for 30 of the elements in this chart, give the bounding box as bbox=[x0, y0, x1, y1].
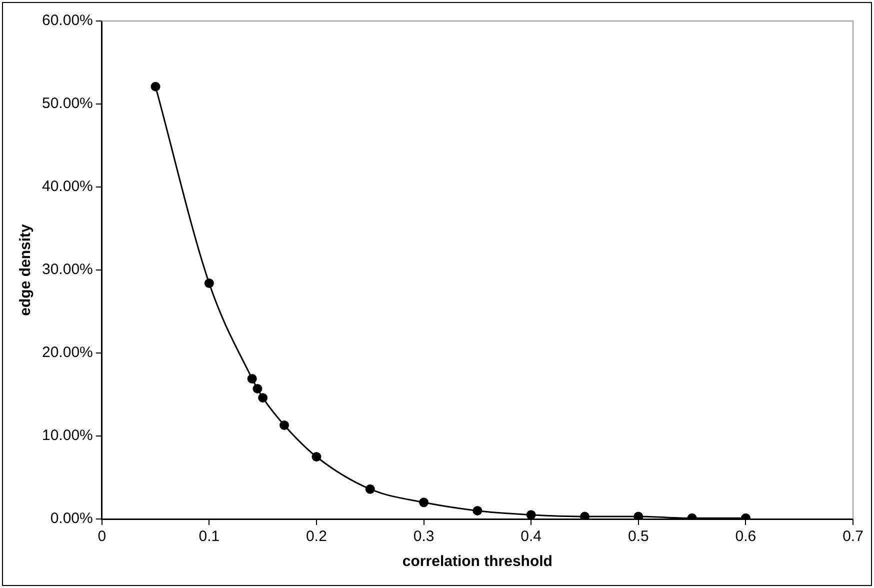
x-tick-label: 0.2 bbox=[306, 528, 327, 546]
y-tick-label: 50.00% bbox=[42, 95, 93, 112]
point bbox=[365, 484, 375, 494]
point bbox=[580, 512, 590, 519]
point bbox=[150, 82, 160, 92]
y-tick-label: 40.00% bbox=[42, 178, 93, 196]
point bbox=[204, 278, 214, 288]
point bbox=[634, 512, 644, 519]
y-tick-label: 30.00% bbox=[42, 261, 93, 278]
point bbox=[258, 393, 268, 403]
point bbox=[419, 498, 429, 508]
y-tick-label: 60.00% bbox=[42, 12, 93, 30]
point bbox=[280, 420, 290, 430]
y-tick-label: 10.00% bbox=[42, 427, 93, 444]
point bbox=[247, 374, 257, 384]
x-tick-label: 0.4 bbox=[520, 528, 542, 546]
x-tick-label: 0 bbox=[98, 528, 106, 546]
point bbox=[252, 384, 262, 394]
point bbox=[472, 506, 482, 516]
x-tick-label: 0.3 bbox=[413, 528, 434, 546]
point bbox=[312, 452, 322, 462]
y-tick-label: 0.00% bbox=[50, 510, 93, 528]
x-tick-label: 0.6 bbox=[735, 528, 756, 546]
x-tick-label: 0.5 bbox=[628, 528, 649, 546]
y-tick-label: 20.00% bbox=[42, 344, 93, 362]
y-axis-title: edge density bbox=[17, 224, 34, 316]
x-tick-label: 0.1 bbox=[198, 528, 220, 546]
point bbox=[526, 510, 536, 519]
x-tick-label: 0.7 bbox=[842, 528, 864, 546]
x-axis-title: correlation threshold bbox=[402, 553, 552, 570]
